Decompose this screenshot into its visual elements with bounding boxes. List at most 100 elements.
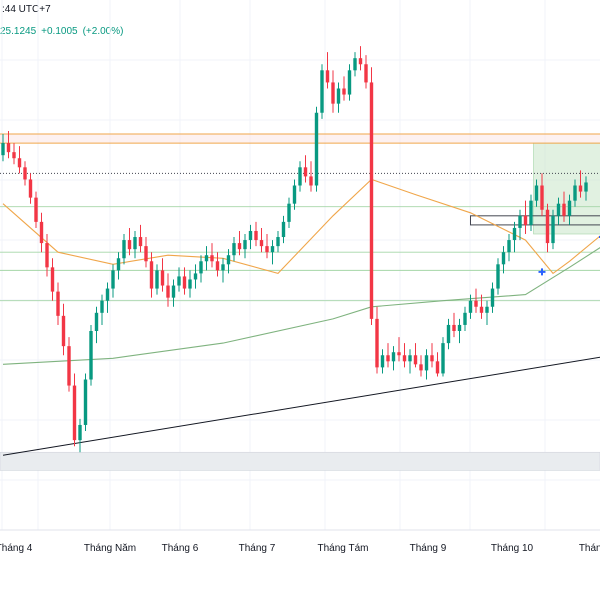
candle: [237, 230, 242, 256]
candle: [56, 282, 60, 325]
candle: [336, 82, 341, 113]
candle-body: [276, 237, 280, 247]
candle-body: [529, 200, 533, 225]
candle: [193, 264, 198, 289]
candle-body: [67, 346, 71, 386]
candle: [375, 306, 379, 374]
candle: [331, 70, 335, 113]
candle-body: [540, 185, 544, 210]
candle: [452, 312, 456, 338]
candle: [122, 234, 126, 265]
candle-body: [303, 167, 308, 177]
candle-body: [237, 243, 242, 250]
candle: [446, 318, 451, 350]
candle-body: [397, 352, 401, 356]
candle-body: [171, 285, 176, 298]
candle: [540, 173, 544, 216]
candle-body: [17, 158, 22, 168]
candle-body: [309, 176, 313, 186]
candle: [309, 161, 313, 192]
x-tick-label: Tháng 7: [239, 543, 276, 554]
candle-body: [320, 70, 324, 113]
candle-body: [567, 200, 572, 216]
candle: [364, 55, 368, 89]
candle-body: [479, 306, 484, 313]
candle-body: [94, 312, 99, 331]
candle: [160, 258, 165, 292]
candle-body: [490, 288, 495, 307]
candle: [529, 194, 533, 231]
candle: [116, 252, 121, 280]
candle-body: [551, 215, 555, 244]
candle: [441, 337, 445, 377]
candle: [149, 252, 154, 298]
header-time: :44 UTC+7: [2, 4, 51, 15]
candle-body: [419, 364, 423, 371]
candle: [584, 176, 588, 201]
candle-body: [485, 306, 489, 313]
candle: [177, 267, 181, 292]
candle: [265, 234, 269, 259]
candle: [347, 64, 352, 101]
candle-body: [413, 355, 418, 365]
candle-body: [100, 300, 104, 313]
candle: [298, 161, 302, 192]
candle-body: [314, 112, 319, 186]
candle: [182, 267, 187, 295]
candle-body: [430, 355, 434, 362]
candle-body: [133, 237, 137, 250]
candle-body: [496, 264, 500, 289]
candle-body: [573, 185, 577, 201]
candle: [12, 143, 16, 165]
candle-body: [72, 385, 77, 441]
candle: [259, 227, 264, 253]
candle: [89, 324, 93, 386]
candle-body: [122, 240, 126, 259]
candle: [485, 300, 489, 325]
candle-body: [45, 243, 49, 268]
candle: [567, 194, 572, 225]
ma-fast-line: [2, 178, 600, 275]
candle-body: [369, 82, 374, 319]
candle-body: [501, 252, 506, 265]
candle-body: [518, 215, 522, 228]
candle: [413, 343, 418, 368]
candle-body: [23, 167, 27, 180]
candle: [518, 209, 522, 241]
candle-body: [441, 343, 445, 374]
candle-body: [523, 215, 528, 225]
candle-body: [188, 279, 192, 289]
candle: [171, 279, 176, 307]
candle: [243, 234, 247, 259]
candle-body: [226, 255, 231, 265]
candle-body: [265, 246, 269, 253]
candle: [72, 373, 77, 447]
candle: [28, 173, 33, 204]
candle: [138, 224, 143, 253]
candle: [155, 264, 159, 295]
candle-body: [534, 185, 539, 201]
x-tick-label: Tháng 6: [162, 543, 199, 554]
candle-body: [56, 291, 60, 316]
candle: [232, 237, 236, 262]
candle: [281, 215, 286, 244]
candle: [551, 209, 555, 250]
candle-body: [199, 261, 203, 274]
candle: [67, 337, 71, 392]
candle-body: [270, 246, 275, 253]
candle-body: [248, 230, 253, 241]
candle-body: [292, 185, 297, 204]
candle-body: [386, 355, 390, 362]
candle: [430, 343, 434, 368]
candle-body: [254, 230, 258, 241]
candle: [534, 179, 539, 207]
candle: [127, 227, 132, 256]
cross-marker: [538, 268, 546, 276]
candle-body: [468, 300, 473, 313]
candle-body: [182, 276, 187, 289]
candle: [386, 343, 390, 368]
candle: [144, 237, 148, 268]
candle: [287, 197, 291, 228]
